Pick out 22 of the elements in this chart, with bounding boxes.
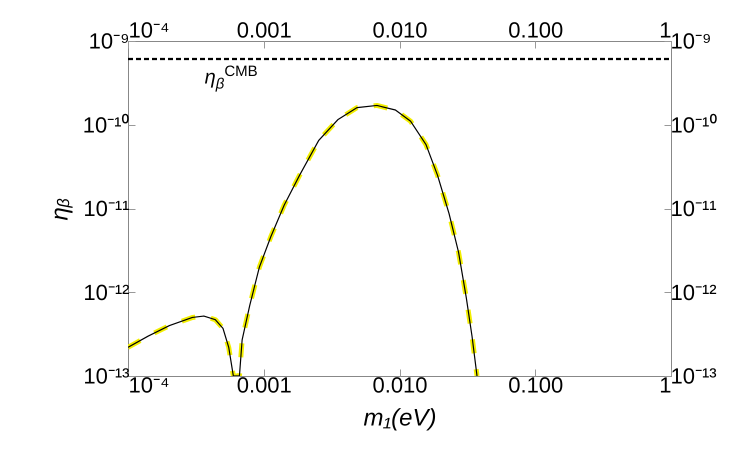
y-axis-title: ηᵦ — [46, 198, 74, 220]
x-tick-label: 10⁻⁴ — [128, 372, 170, 398]
x-axis-title: m₁(eV) — [364, 404, 436, 432]
text: 10⁻¹¹ — [670, 196, 717, 221]
x-tick-label: 0.010 — [372, 372, 428, 398]
text: 10⁻¹⁰ — [670, 112, 718, 138]
y-tick-label: 10⁻¹² — [83, 280, 130, 305]
text: 0.001 — [236, 18, 292, 42]
text: 0.100 — [508, 18, 564, 42]
text: 1 — [659, 18, 672, 42]
y-tick-label: 10⁻⁹ — [88, 28, 130, 54]
text: 10⁻⁹ — [670, 28, 712, 54]
x-tick-label: 0.100 — [508, 372, 564, 398]
text: 0.010 — [372, 18, 428, 42]
text: 10⁻⁴ — [128, 18, 170, 42]
text: 10⁻¹³ — [670, 364, 717, 388]
y-tick-label: 10⁻¹³ — [83, 364, 130, 388]
y-tick-label: 10⁻¹¹ — [83, 196, 130, 221]
y-tick-label: 10⁻¹⁰ — [82, 112, 130, 138]
text: 10⁻¹² — [670, 280, 717, 305]
x-tick-label: 0.001 — [236, 372, 292, 398]
x-tick-label: 1 — [659, 372, 672, 398]
